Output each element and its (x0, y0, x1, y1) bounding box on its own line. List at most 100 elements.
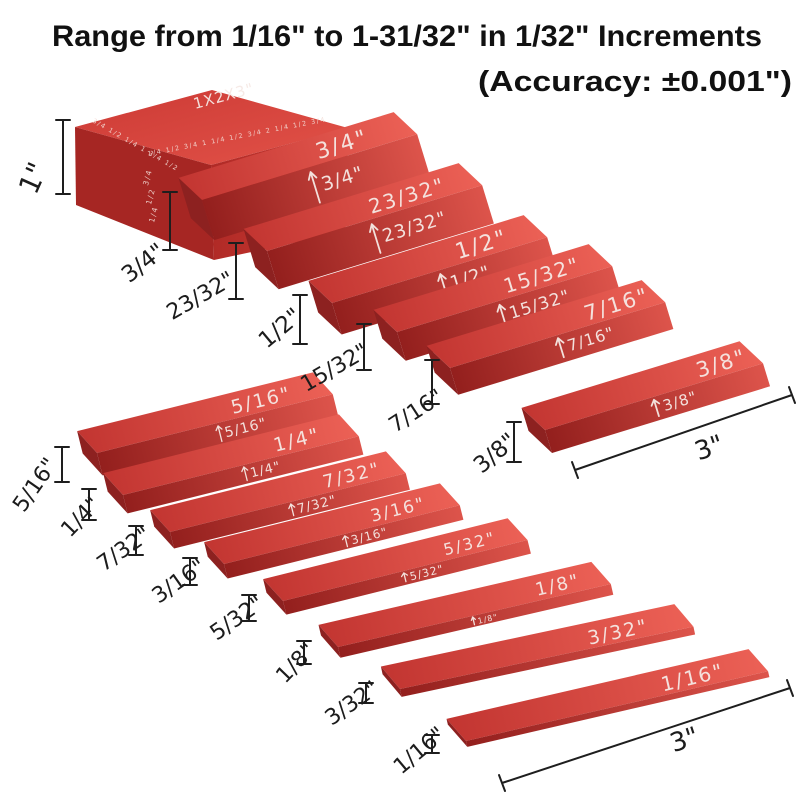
up-arrow-icon (650, 398, 661, 417)
dimension-3-16: 3/16" (148, 554, 211, 609)
up-arrow-icon (288, 503, 296, 517)
dimension-line (356, 323, 372, 371)
block-top-face (373, 244, 613, 332)
length-dimension-label: 3" (691, 430, 728, 468)
block-top-face (243, 163, 483, 251)
block-top-face (308, 215, 548, 303)
block-front-face (170, 473, 410, 549)
block-end-face (426, 345, 459, 395)
up-arrow-icon (215, 425, 223, 443)
block-front-face (224, 505, 464, 579)
dimension-label: 1" (12, 157, 55, 198)
dimension-label: 23/32" (163, 267, 239, 325)
block-top-face (521, 341, 764, 430)
block-front-face (397, 266, 621, 361)
block-top-face (178, 112, 418, 200)
block-end-face (308, 280, 342, 335)
up-arrow-icon (400, 572, 409, 583)
dimension-3-8: 3/8" (469, 421, 522, 479)
length-dimension-line (571, 386, 796, 479)
dimension-15-32: 15/32" (297, 323, 373, 398)
up-arrow-icon (341, 535, 350, 548)
block-end-face (204, 542, 228, 579)
block-top-face (380, 604, 694, 689)
title-line2: (Accuracy: ±0.001") (478, 66, 792, 98)
dimension-line (228, 242, 244, 300)
block-end-face (77, 431, 103, 476)
dimension-1-8: 1/8" (272, 638, 322, 688)
block-1-8: 1/8" 1/8" (318, 561, 614, 658)
dimension-label: 15/32" (297, 339, 373, 397)
dimension-line (241, 594, 257, 622)
block-front-face (466, 671, 770, 747)
block-end-face (446, 718, 468, 747)
dimension-line (81, 488, 97, 521)
block-23-32: 23/32" 23/32" (243, 163, 494, 290)
dimension-7-32: 7/32" (93, 522, 156, 577)
block-end-face (243, 228, 279, 290)
up-arrow-icon (496, 303, 507, 326)
dimension-line (182, 557, 198, 586)
dimension-line (54, 446, 70, 483)
block-top-face (426, 280, 666, 368)
block-top-face (318, 561, 611, 647)
dimension-line (296, 640, 312, 665)
block-top-face (150, 451, 406, 532)
dimension-line (292, 294, 308, 345)
block-front-face (400, 626, 696, 697)
dimension-label: 3/32" (321, 676, 384, 731)
block-end-face (178, 177, 215, 241)
dimension-label: 3/4" (117, 239, 171, 289)
block-front-face (267, 185, 494, 290)
block-3-16: 3/16" 3/16" (204, 483, 464, 579)
dimension-1-16: 1/16" (389, 722, 451, 779)
dimension-1in: 1" (12, 119, 71, 199)
up-arrow-icon (369, 223, 382, 254)
block-end-face (373, 309, 406, 361)
dimension-5-32: 5/32" (206, 591, 269, 646)
block-top-face (263, 518, 528, 601)
block-top-face (103, 414, 359, 495)
block-top-face (446, 649, 769, 741)
block-front-face (123, 436, 364, 514)
dimension-line (162, 191, 178, 251)
dimension-label: 1/4" (57, 492, 107, 542)
block-top-face (77, 372, 333, 453)
block-3-4: 3/4" 3/4" (178, 112, 430, 241)
dimension-label: 5/16" (8, 454, 63, 517)
dimension-line (424, 734, 440, 754)
block-end-face (150, 510, 175, 549)
dimension-label: 1/8" (272, 638, 322, 688)
big-block-side-label-3: 1/4 (147, 205, 160, 223)
block-end-face (263, 579, 287, 615)
block-top-face (204, 483, 460, 564)
title-line1: Range from 1/16" to 1-31/32" in 1/32" In… (52, 20, 762, 53)
block-1-4: 1/4" 1/4" (103, 414, 364, 514)
dimension-line (506, 421, 522, 463)
block-5-32: 5/32" 5/32" (263, 518, 531, 615)
big-block-top-face (75, 90, 348, 165)
dimension-1-2: 1/2" (254, 294, 308, 354)
block-front-label: 1/4" (249, 459, 283, 481)
dimension-label: 3/16" (148, 554, 211, 609)
dimension-label: 7/16" (385, 385, 449, 438)
dimension-5-16: 5/16" (8, 446, 70, 517)
up-arrow-icon (241, 466, 249, 482)
length-dimension-line (498, 679, 794, 792)
length-dimension-3-8: 3" (571, 386, 796, 479)
block-end-face (318, 624, 341, 658)
block-front-face (283, 540, 531, 615)
dimension-line (55, 119, 71, 195)
dimension-label: 5/32" (206, 591, 269, 646)
dimension-label: 7/32" (93, 522, 156, 577)
up-arrow-icon (307, 171, 321, 204)
block-end-face (521, 407, 553, 453)
block-7-32: 7/32" 7/32" (150, 451, 410, 549)
dimension-1-4: 1/4" (57, 488, 107, 543)
block-end-face (103, 473, 128, 514)
dimension-label: 1/16" (389, 722, 451, 779)
dimension-line (128, 525, 144, 556)
block-end-face (380, 666, 402, 697)
